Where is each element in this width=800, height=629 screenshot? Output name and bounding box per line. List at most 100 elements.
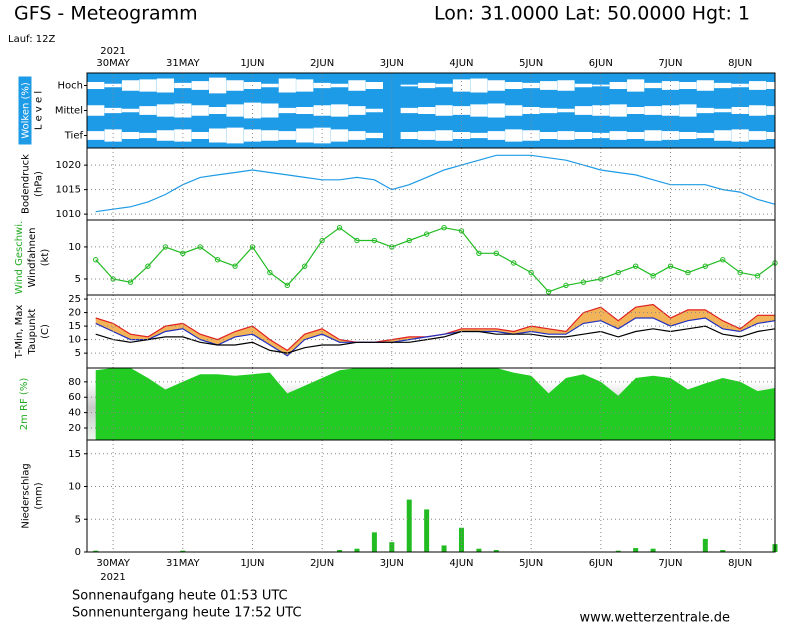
cloud-cover [679,82,697,89]
cloud-cover [609,104,627,117]
cloud-cover [261,130,279,141]
marker [580,279,587,285]
cloud-cover [574,83,593,88]
cloud-cover [365,82,383,89]
cloud-cover [191,81,209,90]
panel-frame [86,439,776,553]
marker [632,263,639,269]
y-axis-label: Windfahnen [27,228,38,288]
y-tick-label: 15 [68,449,81,460]
marker [180,250,186,257]
cloud-cover [296,128,314,143]
cloud-cover [470,78,488,93]
cloud-cover [226,104,244,117]
y-tick-label: 0 [75,547,81,558]
date-label: 31MAY [166,558,200,569]
cloud-cover [696,132,714,139]
cloud-cover [209,107,227,114]
bar [458,527,464,552]
temp-band [95,304,775,356]
marker [528,269,534,276]
marker [493,250,500,257]
marker [284,282,291,289]
date-label: 6JUN [589,58,613,69]
date-label: 2JUN [310,58,334,69]
sunset: Sonnenuntergang heute 17:52 UTC [72,606,302,621]
cloud-cover [174,103,192,118]
marker [423,231,430,237]
label-bg [18,76,32,145]
bar [389,542,395,552]
cloud-cover [191,105,209,116]
level-label: Mittel [55,106,83,117]
cloud-cover [348,106,366,115]
y-tick-label: 10 [68,482,81,493]
panel-frame [86,219,776,296]
cloud-cover [592,105,610,116]
cloud-cover [400,132,418,139]
cloud-cover [696,107,714,114]
cloud-cover [104,107,122,114]
bar [406,499,412,552]
y-tick-label: 1010 [56,209,81,220]
y-tick-label: 10 [68,242,81,253]
level-label: Hoch [58,81,83,92]
cloud-cover [679,132,697,139]
cloud-cover [156,104,174,117]
cloud-cover [313,105,331,116]
cloud-cover [278,78,296,93]
marker [720,257,726,263]
cloud-cover [243,129,262,142]
level-label: Tief [64,131,84,142]
cloud-cover [748,131,767,140]
cloud-cover [452,106,471,115]
cloud-cover [278,131,296,140]
y-tick-label: 25 [68,294,81,305]
cloud-cover [104,129,122,142]
y-axis-label: T-Min, Max [14,305,25,360]
cloud-cover [243,102,262,119]
line [95,303,775,352]
cloud-cover [226,127,244,144]
marker [563,282,569,289]
line [95,317,776,357]
marker [232,263,238,269]
cloud-cover [487,103,505,118]
bar [441,545,447,552]
cloud-cover [156,130,174,141]
cloud-cover [748,105,767,116]
cloud-cover [487,131,505,140]
y-axis-label: Niederschlag [21,463,32,528]
marker [336,224,343,231]
line [95,154,776,213]
date-label: 6JUN [589,558,613,569]
y-tick-label: 1020 [56,160,81,171]
cloud-cover [365,132,383,139]
marker [754,273,761,279]
bar [720,550,726,552]
date-label: 4JUN [449,558,473,569]
sunrise: Sonnenaufgang heute 01:53 UTC [72,589,288,604]
y-tick-label: 5 [75,348,81,359]
date-label: 5JUN [519,558,543,569]
marker [685,269,691,276]
cloud-cover [139,132,157,139]
cloud-cover [418,82,436,89]
cloud-cover [121,80,140,91]
cloud-cover [278,107,296,114]
cloud-cover [470,132,488,139]
cloud-cover [505,105,523,116]
cloud-cover [209,128,227,143]
cloud-cover [139,106,157,115]
cloud-cover [714,82,732,89]
bar [354,548,360,552]
marker [511,260,517,266]
source: www.wetterzentrale.de [580,611,730,626]
date-label: 2JUN [310,558,334,569]
y-axis-label: Wind Geschwi. [14,221,25,294]
cloud-cover [731,129,749,142]
bar [650,548,656,552]
cloud-cover [574,132,593,139]
cloud-cover [418,131,436,140]
marker [545,289,552,295]
